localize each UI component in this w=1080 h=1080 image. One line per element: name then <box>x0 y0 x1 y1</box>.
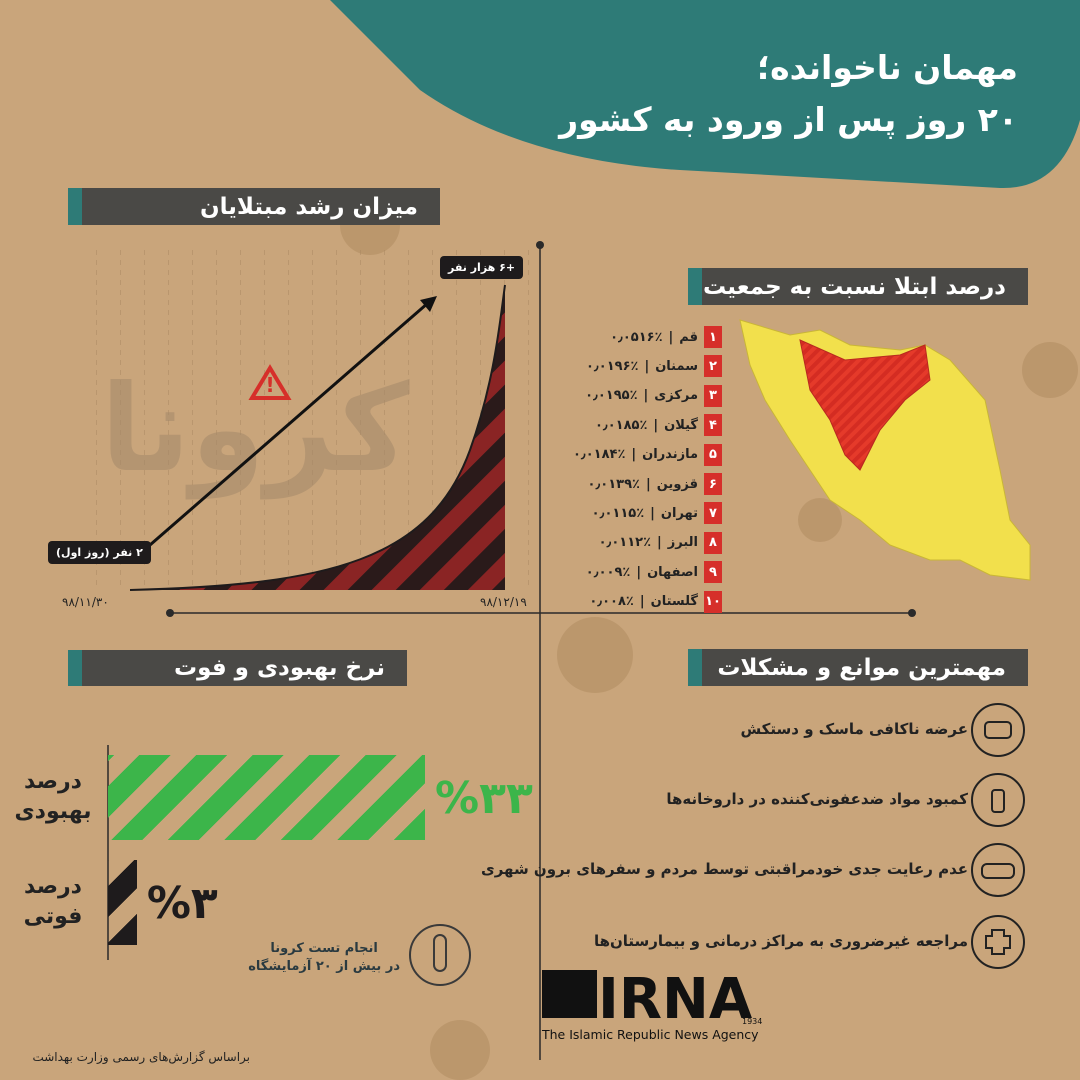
rank: ۷ <box>704 502 722 525</box>
growth-curve <box>130 285 505 590</box>
rank: ۱ <box>704 326 722 348</box>
province: قزوین <box>656 476 698 492</box>
province: گیلان <box>664 417 698 433</box>
irna-logo: IRNA 1934 The Islamic Republic News Agen… <box>541 967 762 1042</box>
value-label: %۳ <box>146 878 218 929</box>
obstacle-icons <box>971 703 1025 969</box>
logo-tagline: The Islamic Republic News Agency <box>541 1027 759 1042</box>
province: سمنان <box>655 358 698 374</box>
rate-label-line: درصد <box>24 874 82 899</box>
rank: ۸ <box>704 531 722 554</box>
separator: | <box>650 505 655 521</box>
separator: | <box>657 535 662 551</box>
ratio-row: ۹ اصفهان | ۰٫۰۰۹٪ <box>585 561 722 584</box>
logo-name: IRNA <box>598 967 753 1032</box>
province: گلستان <box>650 594 698 610</box>
ratio-row: ۶ قزوین | ۰٫۰۱۳۹٪ <box>588 473 722 495</box>
section-title: درصد ابتلا نسبت به جمعیت <box>688 268 1028 305</box>
ratio-value: ۰٫۰۱۸۴٪ <box>572 447 626 463</box>
bar <box>108 755 425 840</box>
watermark: کرونا <box>100 360 409 500</box>
separator: | <box>668 329 674 345</box>
start-label: ۲ نفر (روز اول) <box>48 541 151 564</box>
ratio-row: ۱ قم | ۰٫۰۵۱۶٪ <box>610 326 722 348</box>
ratio-value: ۰٫۰۱۱۵٪ <box>591 505 645 521</box>
rank: ۳ <box>704 384 722 407</box>
rank: ۶ <box>704 473 722 495</box>
rank: ۲ <box>704 355 722 378</box>
test-note: انجام تست کرونا در بیش از ۲۰ آزمایشگاه <box>248 940 400 976</box>
bar <box>108 860 137 945</box>
ratio-row: ۴ گیلان | ۰٫۰۱۸۵٪ <box>594 414 722 437</box>
ratio-value: ۰٫۰۱۸۵٪ <box>594 417 648 433</box>
start-date: ۹۸/۱۱/۳۰ <box>62 595 109 609</box>
title: مهمان ناخوانده؛ <box>756 48 1018 87</box>
source: براساس گزارش‌های رسمی وزارت بهداشت <box>32 1050 250 1064</box>
rank: ۴ <box>704 414 722 437</box>
test-icon <box>409 924 471 986</box>
province: اصفهان <box>647 564 698 580</box>
obstacle: کمبود مواد ضدعفونی‌کننده در داروخانه‌ها <box>666 790 968 808</box>
svg-text:!: ! <box>265 373 274 397</box>
province: قم <box>679 329 698 345</box>
obstacle: عدم رعایت جدی خودمراقبتی توسط مردم و سفر… <box>480 860 968 878</box>
ratio-value: ۰٫۰۰۸٪ <box>589 594 634 610</box>
ratio-row: ۳ مرکزی | ۰٫۰۱۹۵٪ <box>585 384 722 407</box>
test-line: انجام تست کرونا <box>270 941 378 956</box>
ratio-value: ۰٫۰۰۹٪ <box>585 564 631 580</box>
province: تهران <box>660 505 698 521</box>
section-title: نرخ بهبودی و فوت <box>68 650 407 686</box>
rate-label: درصد فوتی <box>8 872 98 932</box>
rate-label-line: بهبودی <box>14 799 92 824</box>
ratio-row: ۱۰ گلستان | ۰٫۰۰۸٪ <box>589 590 722 613</box>
ratio-value: ۰٫۰۱۳۹٪ <box>587 476 640 492</box>
separator: | <box>636 564 642 580</box>
title: ۲۰ روز پس از ورود به کشور <box>559 100 1018 139</box>
separator: | <box>631 447 637 463</box>
end-label: +۶ هزار نفر <box>440 256 524 279</box>
rate-label-line: فوتی <box>23 904 83 929</box>
ratio-value: ۰٫۰۵۱۶٪ <box>610 329 663 345</box>
separator: | <box>639 594 645 610</box>
separator: | <box>645 476 651 492</box>
separator: | <box>644 358 650 374</box>
ratio-row: ۲ سمنان | ۰٫۰۱۹۶٪ <box>585 355 722 378</box>
rate-label-line: درصد <box>24 769 82 794</box>
ratio-value: ۰٫۰۱۹۵٪ <box>585 388 638 404</box>
end-date: ۹۸/۱۲/۱۹ <box>480 595 527 609</box>
ratio-row: ۵ مازندران | ۰٫۰۱۸۴٪ <box>572 443 722 466</box>
ratio-row: ۸ البرز | ۰٫۰۱۱۲٪ <box>598 531 722 554</box>
separator: | <box>653 417 659 433</box>
test-line: در بیش از ۲۰ آزمایشگاه <box>248 959 400 974</box>
rank: ۵ <box>704 443 722 466</box>
growth-arrow <box>149 301 429 547</box>
value-label: %۳۳ <box>435 773 533 824</box>
ratio-value: ۰٫۰۱۱۲٪ <box>598 535 652 551</box>
province: البرز <box>667 535 698 551</box>
province: مازندران <box>642 447 698 463</box>
province: مرکزی <box>654 388 698 404</box>
obstacle: مراجعه غیرضروری به مراکز درمانی و بیمارس… <box>593 932 968 950</box>
rank: ۹ <box>704 561 722 584</box>
section-title: مهمترین موانع و مشکلات <box>688 649 1028 686</box>
logo-year: 1934 <box>742 1017 762 1026</box>
iran-map <box>739 319 1031 581</box>
ratio-row: ۷ تهران | ۰٫۰۱۱۵٪ <box>591 502 722 525</box>
obstacle: عرضه ناکافی ماسک و دستکش <box>740 720 968 738</box>
section-title: میزان رشد مبتلایان <box>68 188 440 225</box>
rate-label: درصد بهبودی <box>8 767 98 827</box>
separator: | <box>643 388 649 404</box>
ratio-value: ۰٫۰۱۹۶٪ <box>585 358 639 374</box>
rank: ۱۰ <box>704 590 722 613</box>
